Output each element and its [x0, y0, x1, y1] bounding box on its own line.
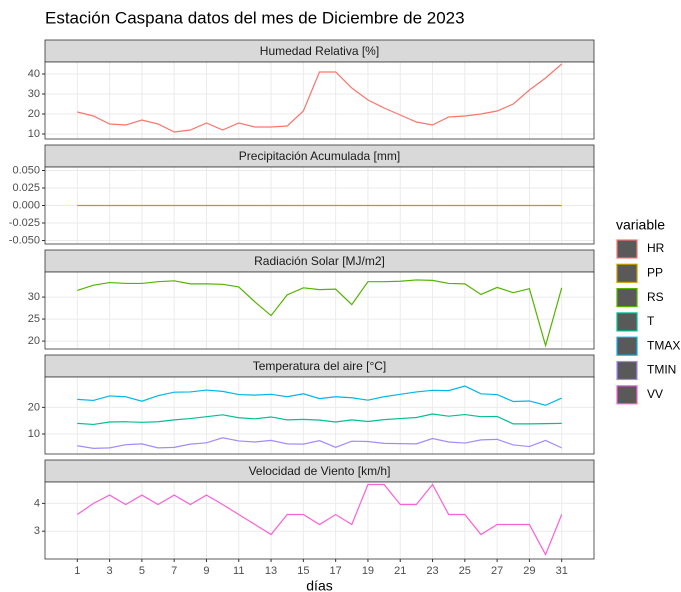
x-tick-label: 15 [297, 565, 309, 577]
x-tick-label: 31 [556, 565, 568, 577]
legend-key [616, 239, 638, 259]
y-tick-label: 3 [34, 525, 40, 537]
y-tick-label: 25 [28, 313, 40, 325]
legend-label: PP [647, 265, 663, 279]
y-tick-label: 0.050 [12, 164, 40, 176]
legend-key [616, 263, 638, 283]
panel-border [44, 271, 595, 350]
data-line [77, 279, 563, 348]
legend-label: T [647, 314, 655, 328]
y-tick-label: 10 [28, 128, 40, 140]
x-tick-label: 25 [459, 565, 471, 577]
panel-border [44, 376, 595, 455]
y-tick-label: 40 [28, 68, 40, 80]
x-tick-label: 9 [203, 565, 209, 577]
y-tick-label: 4 [34, 497, 40, 509]
x-tick-label: 23 [426, 565, 438, 577]
x-tick-label: 7 [171, 565, 177, 577]
panel [45, 482, 594, 559]
strip-label: Temperatura del aire [°C] [253, 359, 387, 373]
panel-border [44, 61, 595, 140]
y-tick-label: 20 [28, 335, 40, 347]
legend-label: HR [647, 241, 665, 255]
y-tick-label: 20 [28, 108, 40, 120]
y-tick-label: 30 [28, 291, 40, 303]
legend-key [616, 312, 638, 332]
x-tick-label: 27 [491, 565, 503, 577]
y-tick-label: 0.025 [12, 182, 40, 194]
x-tick-label: 11 [233, 565, 244, 577]
x-tick-label: 17 [330, 565, 342, 577]
x-axis-label: días [306, 578, 332, 592]
y-tick-label: -0.050 [9, 234, 40, 246]
strip-label: Radiación Solar [MJ/m2] [254, 254, 385, 268]
legend-key [616, 288, 638, 308]
x-tick-label: 3 [107, 565, 113, 577]
x-tick-label: 5 [139, 565, 145, 577]
x-tick-label: 21 [394, 565, 406, 577]
legend-label: VV [647, 387, 663, 401]
x-tick-label: 19 [362, 565, 374, 577]
legend-key [616, 360, 638, 381]
legend-key [616, 336, 638, 356]
y-tick-label: -0.025 [9, 217, 40, 229]
panel [45, 62, 594, 139]
panel-border [44, 481, 595, 560]
data-line [77, 63, 563, 133]
x-tick-label: 13 [265, 565, 277, 577]
x-tick-label: 29 [523, 565, 535, 577]
y-tick-label: 30 [28, 88, 40, 100]
strip-label: Precipitación Acumulada [mm] [239, 149, 400, 163]
legend-label: TMIN [647, 363, 676, 377]
panel [45, 377, 594, 454]
legend-key [616, 385, 638, 405]
y-tick-label: 10 [28, 428, 40, 440]
panel [45, 272, 594, 349]
data-line [77, 413, 562, 426]
strip-label: Humedad Relativa [%] [260, 44, 379, 58]
y-tick-label: 0.000 [12, 199, 40, 211]
x-tick-label: 1 [74, 565, 80, 577]
data-line [77, 385, 562, 406]
strip-label: Velocidad de Viento [km/h] [249, 464, 391, 478]
legend-label: TMAX [647, 338, 680, 352]
legend-label: RS [647, 290, 664, 304]
legend-title: variable [616, 217, 665, 233]
panel-border [44, 166, 595, 245]
y-tick-label: 20 [28, 401, 40, 413]
data-line [76, 483, 563, 556]
data-line [77, 437, 562, 450]
chart-title: Estación Caspana datos del mes de Diciem… [45, 8, 465, 27]
